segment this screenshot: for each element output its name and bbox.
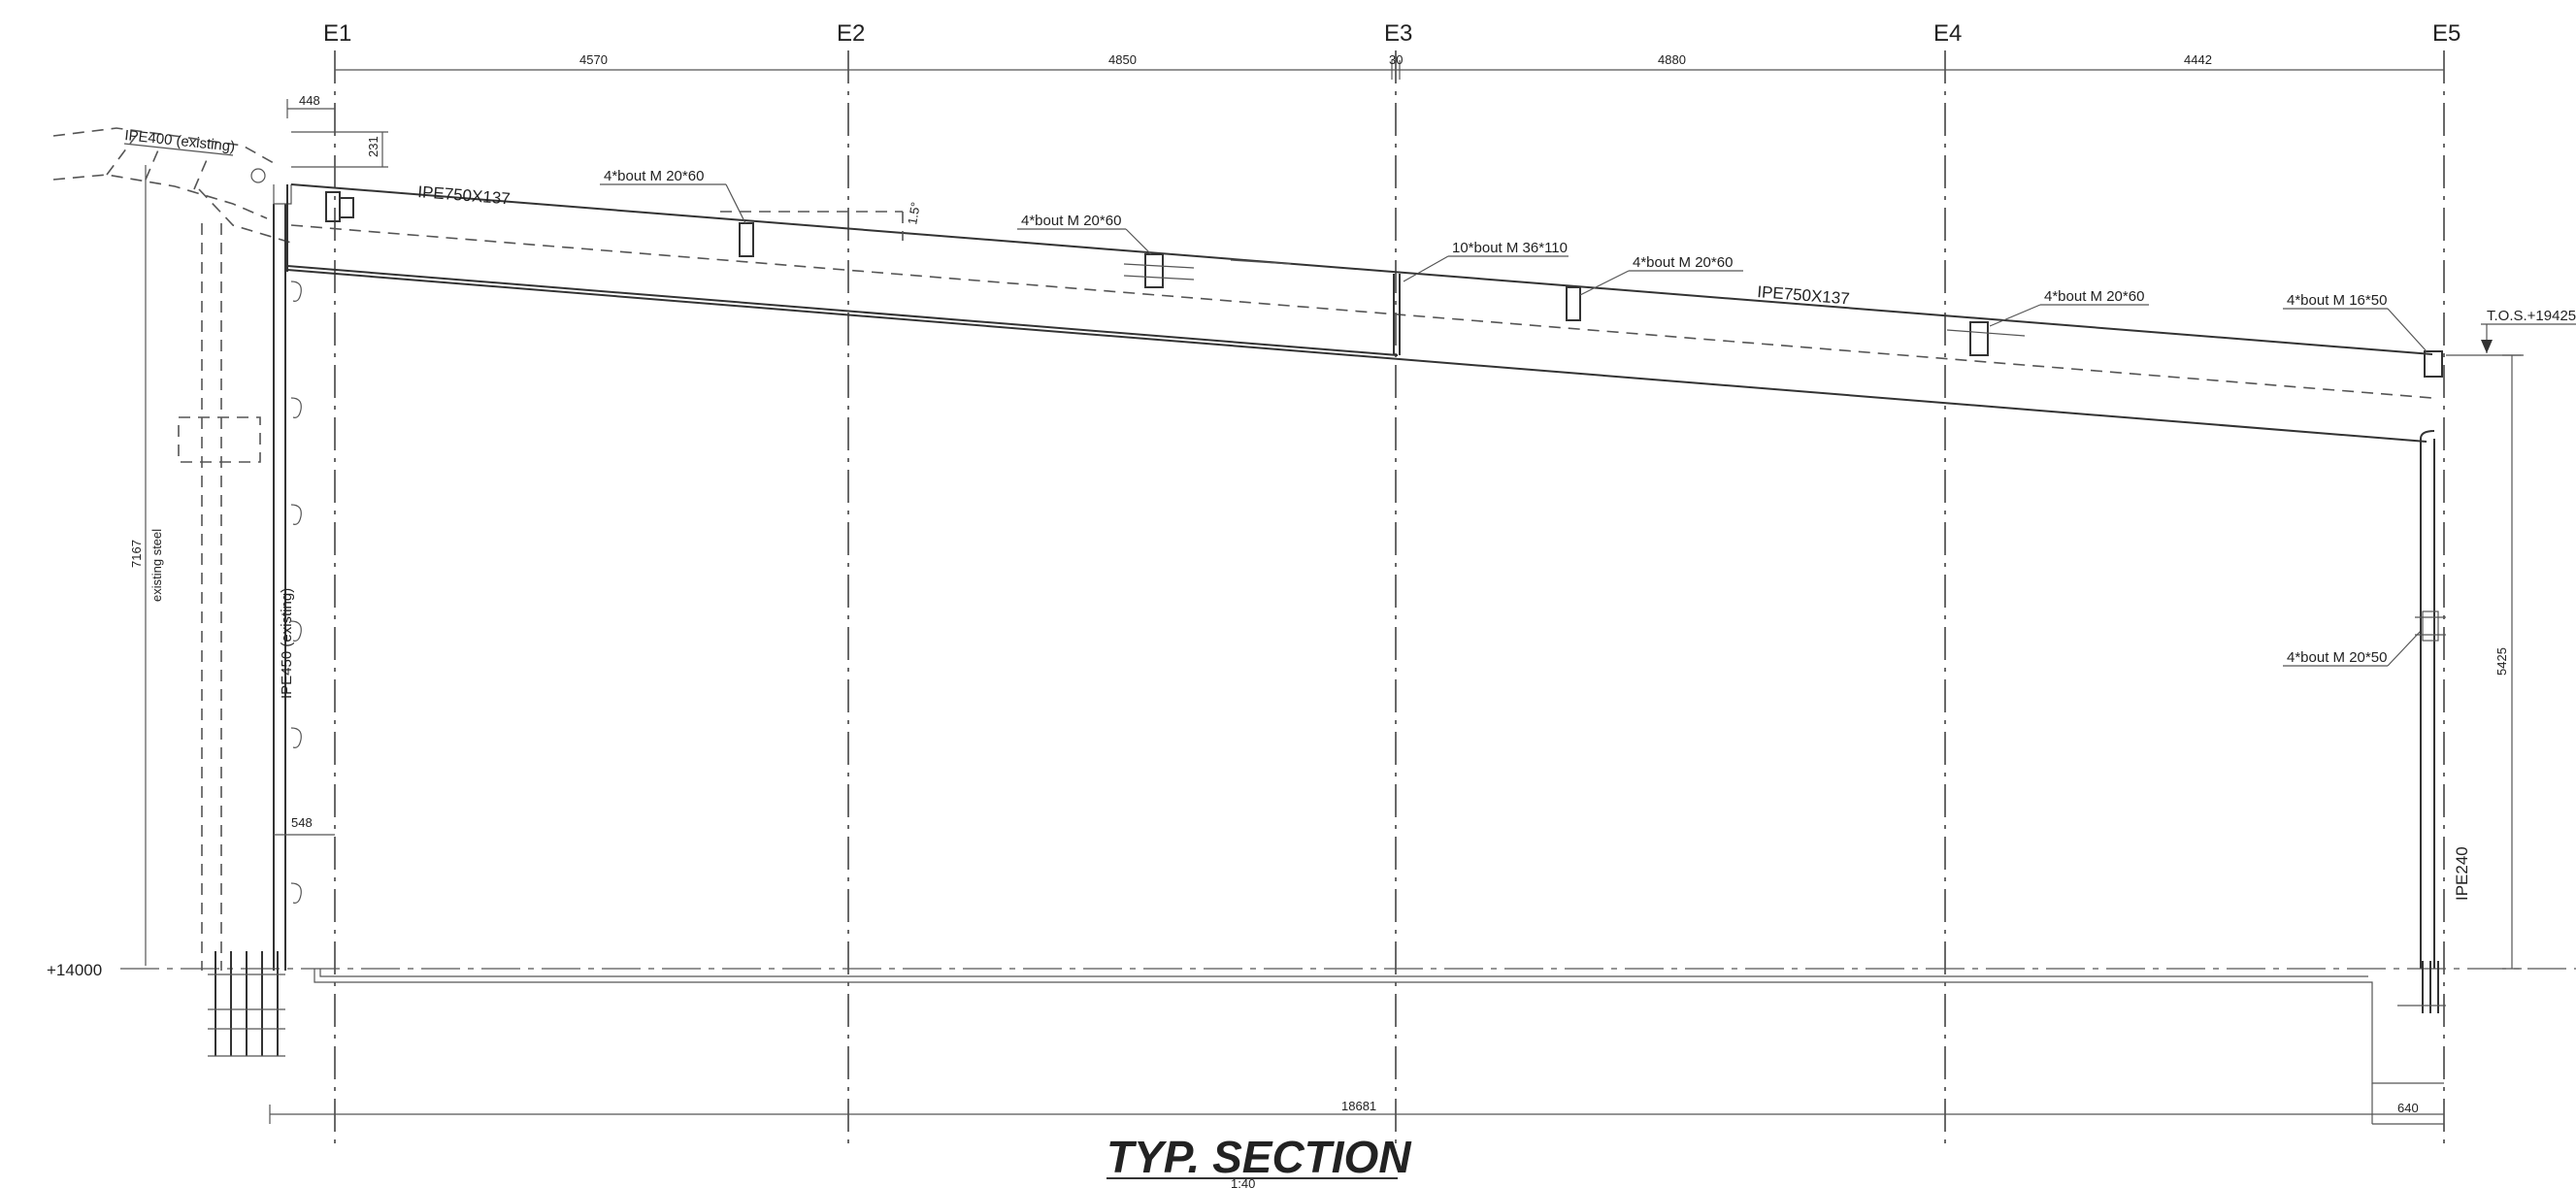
beam-label-right: IPE750X137 — [1757, 282, 1851, 308]
bolt-callouts: 4*bout M 20*60 4*bout M 20*60 10*bout M … — [600, 168, 2427, 667]
plate-5 — [1969, 321, 1989, 356]
dim-640: 640 — [2397, 1101, 2419, 1115]
anchor-bolts-left — [208, 951, 285, 1057]
dim-4570: 4570 — [579, 52, 608, 67]
ipe400-label: IPE400 (existing) — [124, 127, 236, 155]
anchor-bolts-right — [2397, 961, 2446, 1013]
plate-4 — [1566, 286, 1581, 321]
title-block: TYP. SECTION 1:40 — [1106, 1132, 1411, 1188]
dim-4850: 4850 — [1108, 52, 1137, 67]
main-beam: IPE750X137 IPE750X137 1.5° — [286, 182, 2433, 443]
axis-label-e5: E5 — [2432, 20, 2460, 47]
plate-2 — [739, 222, 754, 257]
dim-7167: 7167 — [129, 540, 144, 568]
scale-label: 1:40 — [1231, 1176, 1255, 1188]
ipe240-column: IPE240 — [2415, 430, 2471, 969]
slope-label: 1.5° — [905, 201, 923, 226]
axis-label-e2: E2 — [837, 20, 865, 47]
tos-label: T.O.S.+19425 — [2487, 308, 2576, 324]
section-title: TYP. SECTION — [1106, 1132, 1411, 1182]
level-label: +14000 — [47, 961, 102, 979]
ipe450-column: IPE450 (existing) 548 — [273, 184, 335, 971]
ipe240-label: IPE240 — [2453, 846, 2471, 901]
ipe450-label: IPE450 (existing) — [279, 588, 295, 699]
dim-5425: 5425 — [2494, 647, 2509, 676]
dim-4442: 4442 — [2184, 52, 2212, 67]
floor-level: +14000 — [47, 961, 2576, 1124]
bolt-callout-3: 10*bout M 36*110 — [1452, 240, 1568, 256]
dim-4880: 4880 — [1658, 52, 1686, 67]
dim-448: 448 — [299, 93, 320, 108]
plate-left — [325, 191, 341, 222]
pin-symbol — [250, 168, 266, 183]
bolt-callout-4: 4*bout M 20*60 — [1633, 254, 1733, 271]
axis-label-e4: E4 — [1933, 20, 1962, 47]
top-dimension-chain: 4570 4850 30 4880 4442 — [334, 52, 2445, 80]
bolt-callout-1: 4*bout M 20*60 — [604, 168, 704, 184]
bolt-callout-5: 4*bout M 20*60 — [2044, 288, 2144, 305]
axis-label-e1: E1 — [323, 20, 351, 47]
bolt-callout-7: 4*bout M 20*50 — [2287, 649, 2387, 666]
dim-548: 548 — [291, 815, 313, 830]
connections — [325, 191, 2443, 378]
axis-labels: E1 E2 E3 E4 E5 — [323, 20, 2460, 47]
bolt-callout-2: 4*bout M 20*60 — [1021, 213, 1121, 229]
axis-label-e3: E3 — [1384, 20, 1412, 47]
bolt-callout-6: 4*bout M 16*50 — [2287, 292, 2387, 309]
existing-steel-note: existing steel — [149, 529, 164, 602]
tos-arrow — [2481, 340, 2493, 353]
beam-label-left: IPE750X137 — [417, 182, 512, 208]
bottom-dimensions: 18681 640 — [269, 1099, 2445, 1125]
existing-structure: 7167 existing steel IPE400 (existing) — [52, 127, 292, 971]
top-left-dimensions: 448 231 — [286, 93, 388, 168]
dim-18681: 18681 — [1341, 1099, 1376, 1113]
grid-lines — [334, 50, 2445, 1145]
dim-231: 231 — [366, 136, 380, 157]
dim-30: 30 — [1389, 52, 1403, 67]
splice-plate — [2422, 610, 2439, 642]
plate-6 — [2424, 350, 2443, 378]
plate-3 — [1144, 253, 1164, 288]
